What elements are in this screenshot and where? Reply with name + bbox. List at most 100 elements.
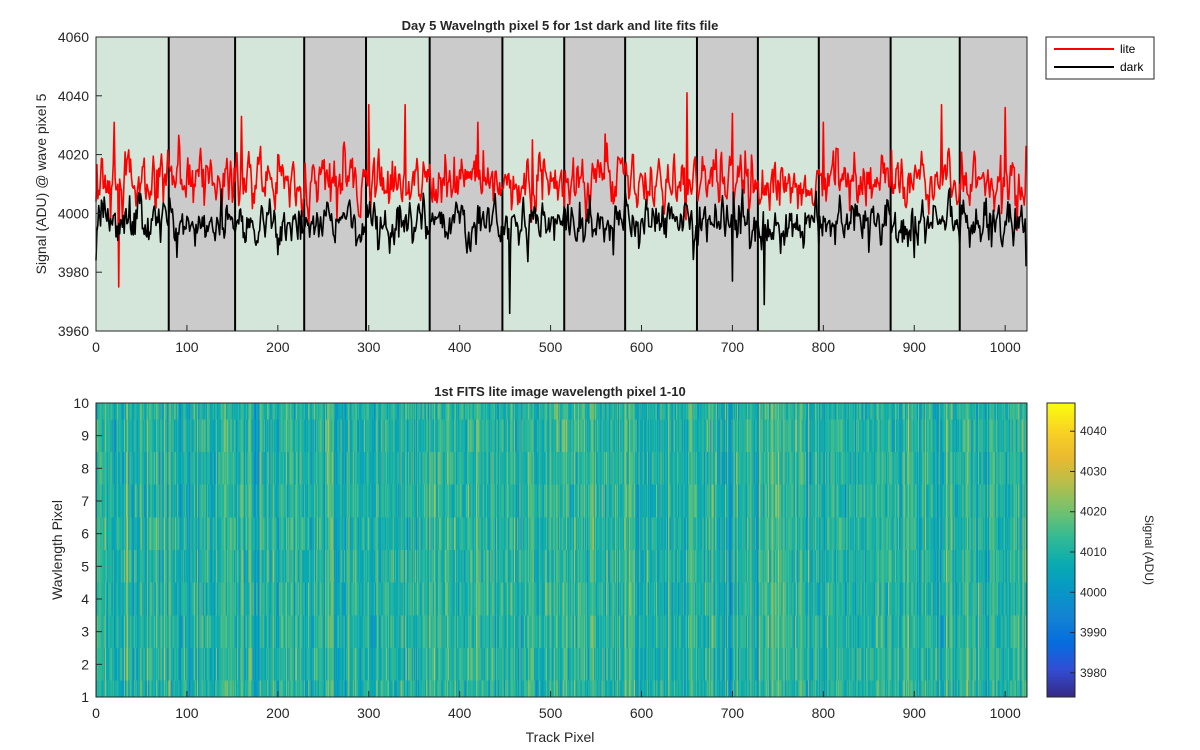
heatmap-cell — [901, 582, 903, 616]
heatmap-cell — [462, 550, 464, 583]
heatmap-cell — [345, 582, 347, 616]
heatmap-cell — [294, 550, 296, 583]
heatmap-cell — [933, 582, 935, 616]
heatmap-cell — [336, 680, 339, 697]
heatmap-cell — [800, 582, 802, 616]
heatmap-cell — [323, 582, 325, 616]
heatmap-cell — [881, 648, 883, 681]
heatmap-cell — [992, 615, 994, 648]
heatmap-cell — [136, 648, 138, 681]
heatmap-cell — [472, 582, 474, 616]
heatmap-cell — [245, 680, 247, 697]
heatmap-cell — [553, 615, 555, 648]
heatmap-cell — [821, 582, 823, 616]
heatmap-cell — [656, 550, 658, 583]
heatmap-cell — [616, 680, 619, 697]
heatmap-cell — [571, 680, 573, 697]
heatmap-cell — [793, 648, 795, 681]
heatmap-cell — [546, 615, 548, 648]
heatmap-cell — [545, 648, 547, 681]
heatmap-cell — [818, 582, 821, 616]
heatmap-cell — [218, 582, 220, 616]
heatmap-cell — [673, 582, 675, 616]
heatmap-cell — [660, 550, 662, 583]
heatmap-cell — [1017, 582, 1019, 616]
heatmap-cell — [528, 582, 531, 616]
heatmap-cell — [576, 615, 578, 648]
heatmap-cell — [756, 615, 759, 648]
heatmap-cell — [125, 550, 127, 583]
heatmap-cell — [742, 550, 744, 583]
heatmap-cell — [192, 615, 194, 648]
heatmap-cell — [626, 615, 629, 648]
heatmap-cell — [280, 582, 282, 616]
heatmap-cell — [866, 582, 869, 616]
heatmap-cell — [816, 680, 818, 697]
heatmap-cell — [615, 648, 617, 681]
heatmap-cell — [236, 680, 238, 697]
heatmap-cell — [916, 648, 918, 681]
heatmap-cell — [618, 550, 621, 583]
heatmap-cell — [629, 550, 631, 583]
heatmap-cell — [878, 582, 881, 616]
heatmap-cell — [947, 582, 950, 616]
heatmap-cell — [817, 615, 820, 648]
heatmap-cell — [763, 615, 765, 648]
heatmap-cell — [906, 680, 909, 697]
heatmap-cell — [846, 680, 849, 697]
heatmap-cell — [666, 550, 669, 583]
heatmap-cell — [250, 550, 252, 583]
heatmap-cell — [422, 680, 424, 697]
heatmap-cell — [386, 550, 389, 583]
heatmap-cell — [853, 648, 855, 681]
heatmap-cell — [384, 550, 386, 583]
heatmap-cell — [424, 582, 426, 616]
heatmap-cell — [431, 582, 433, 616]
heatmap-cell — [287, 582, 290, 616]
heatmap-cell — [281, 615, 283, 648]
heatmap-cell — [295, 615, 297, 648]
heatmap-cell — [477, 648, 480, 681]
heatmap-cell — [916, 582, 918, 616]
heatmap-cell — [886, 615, 888, 648]
heatmap-cell — [405, 582, 407, 616]
heatmap-cell — [226, 680, 229, 697]
heatmap-cell — [121, 680, 123, 697]
heatmap-cell — [535, 550, 537, 583]
heatmap-cell — [523, 680, 525, 697]
heatmap-cell — [202, 680, 204, 697]
heatmap-cell — [449, 582, 451, 616]
heatmap-cell — [1014, 582, 1016, 616]
heatmap-cell — [706, 582, 708, 616]
heatmap-cell — [963, 648, 965, 681]
heatmap-cell — [652, 550, 654, 583]
heatmap-cell — [676, 615, 679, 648]
heatmap-cell — [910, 680, 912, 697]
heatmap-cell — [610, 582, 612, 616]
heatmap-cell — [915, 680, 917, 697]
heatmap-cell — [613, 648, 615, 681]
heatmap-cell — [280, 680, 282, 697]
heatmap-cell — [147, 615, 150, 648]
heatmap-cell — [744, 680, 746, 697]
heatmap-cell — [874, 680, 876, 697]
heatmap-cell — [755, 648, 757, 681]
heatmap-cell — [828, 648, 831, 681]
heatmap-cell — [304, 615, 306, 648]
heatmap-cell — [650, 615, 652, 648]
heatmap-cell — [470, 680, 472, 697]
heatmap-cell — [590, 615, 592, 648]
heatmap-cell — [635, 550, 637, 583]
heatmap-cell — [709, 648, 711, 681]
heatmap-cell — [416, 550, 419, 583]
heatmap-cell — [875, 582, 877, 616]
heatmap-cell — [987, 615, 989, 648]
heatmap-cell — [871, 648, 873, 681]
heatmap-cell — [291, 648, 293, 681]
heatmap-cell — [539, 582, 541, 616]
heatmap-cell — [862, 680, 864, 697]
heatmap-cell — [900, 582, 902, 616]
heatmap-cell — [895, 582, 897, 616]
heatmap-cell — [404, 550, 406, 583]
heatmap-cell — [248, 680, 250, 697]
